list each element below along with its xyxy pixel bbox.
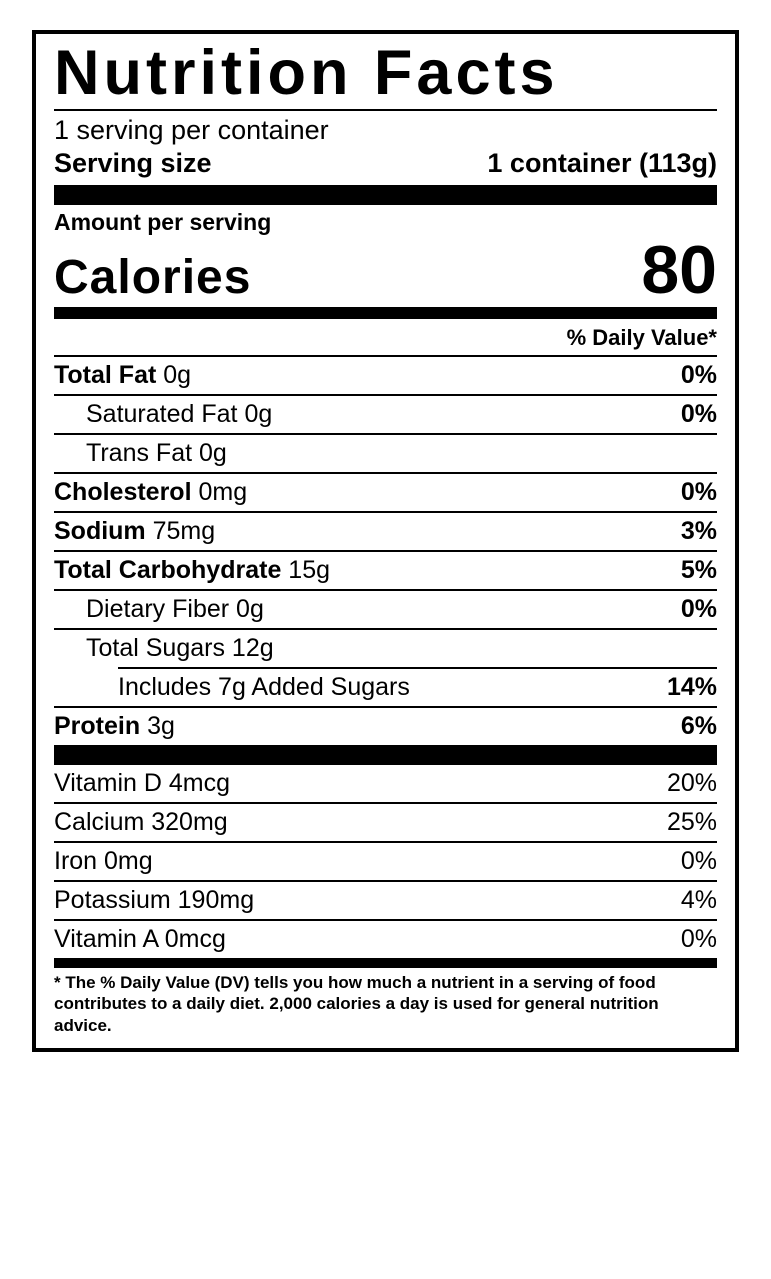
nutrient-dv: 0%	[681, 400, 717, 429]
nutrient-amount: 12g	[232, 634, 274, 662]
nutrient-dv: 5%	[681, 556, 717, 585]
nutrient-name: Total Sugars	[86, 634, 225, 662]
nutrient-amount: 15g	[288, 556, 330, 584]
vitamin-text: Vitamin D 4mcg	[54, 769, 230, 798]
nutrient-name: Total Carbohydrate	[54, 556, 281, 584]
row-sodium: Sodium 75mg 3%	[54, 513, 717, 552]
row-vitamin-d: Vitamin D 4mcg 20%	[54, 765, 717, 804]
row-calcium: Calcium 320mg 25%	[54, 804, 717, 843]
serving-size-value: 1 container (113g)	[487, 148, 717, 179]
divider-bar	[54, 185, 717, 205]
nutrient-name: Total Fat	[54, 361, 156, 389]
nutrient-amount: 3g	[147, 712, 175, 740]
row-added-sugars: Includes 7g Added Sugars 14%	[54, 669, 717, 708]
nutrient-dv: 14%	[667, 673, 717, 702]
vitamin-dv: 0%	[681, 847, 717, 876]
row-total-carbohydrate: Total Carbohydrate 15g 5%	[54, 552, 717, 591]
nutrient-dv: 0%	[681, 478, 717, 507]
vitamin-dv: 25%	[667, 808, 717, 837]
vitamin-dv: 0%	[681, 925, 717, 954]
calories-row: Calories 80	[54, 236, 717, 307]
nutrient-amount: 0g	[163, 361, 191, 389]
nutrition-facts-label: Nutrition Facts 1 serving per container …	[32, 30, 739, 1052]
calories-label: Calories	[54, 250, 251, 305]
nutrient-amount: 0g	[244, 400, 272, 428]
nutrient-dv: 3%	[681, 517, 717, 546]
nutrient-name: Cholesterol	[54, 478, 192, 506]
vitamin-text: Iron 0mg	[54, 847, 153, 876]
row-total-sugars: Total Sugars 12g	[54, 630, 717, 667]
vitamin-dv: 20%	[667, 769, 717, 798]
vitamin-dv: 4%	[681, 886, 717, 915]
row-trans-fat: Trans Fat 0g	[54, 435, 717, 474]
divider-bar	[54, 958, 717, 968]
vitamin-text: Vitamin A 0mcg	[54, 925, 226, 954]
nutrient-text: Includes 7g Added Sugars	[118, 673, 410, 701]
nutrient-name: Trans Fat	[86, 439, 192, 467]
vitamin-text: Potassium 190mg	[54, 886, 254, 915]
nutrient-name: Dietary Fiber	[86, 595, 229, 623]
row-potassium: Potassium 190mg 4%	[54, 882, 717, 921]
servings-per-container: 1 serving per container	[54, 111, 717, 146]
row-dietary-fiber: Dietary Fiber 0g 0%	[54, 591, 717, 630]
nutrient-amount: 75mg	[153, 517, 216, 545]
row-iron: Iron 0mg 0%	[54, 843, 717, 882]
nutrient-amount: 0g	[236, 595, 264, 623]
vitamin-text: Calcium 320mg	[54, 808, 228, 837]
nutrient-name: Protein	[54, 712, 140, 740]
serving-size-label: Serving size	[54, 148, 212, 179]
nutrient-dv: 0%	[681, 361, 717, 390]
nutrient-dv: 6%	[681, 712, 717, 741]
nutrient-amount: 0g	[199, 439, 227, 467]
row-total-fat: Total Fat 0g 0%	[54, 357, 717, 396]
divider-bar	[54, 307, 717, 319]
daily-value-header: % Daily Value*	[54, 319, 717, 357]
nutrient-name: Sodium	[54, 517, 146, 545]
row-saturated-fat: Saturated Fat 0g 0%	[54, 396, 717, 435]
divider-bar	[54, 745, 717, 765]
serving-size-row: Serving size 1 container (113g)	[54, 146, 717, 185]
nutrient-dv: 0%	[681, 595, 717, 624]
row-protein: Protein 3g 6%	[54, 708, 717, 745]
row-cholesterol: Cholesterol 0mg 0%	[54, 474, 717, 513]
footnote: * The % Daily Value (DV) tells you how m…	[54, 968, 717, 1036]
nutrient-amount: 0mg	[198, 478, 247, 506]
nutrient-name: Saturated Fat	[86, 400, 237, 428]
label-title: Nutrition Facts	[54, 42, 717, 111]
amount-per-serving: Amount per serving	[54, 205, 717, 236]
calories-value: 80	[641, 236, 717, 304]
row-vitamin-a: Vitamin A 0mcg 0%	[54, 921, 717, 958]
